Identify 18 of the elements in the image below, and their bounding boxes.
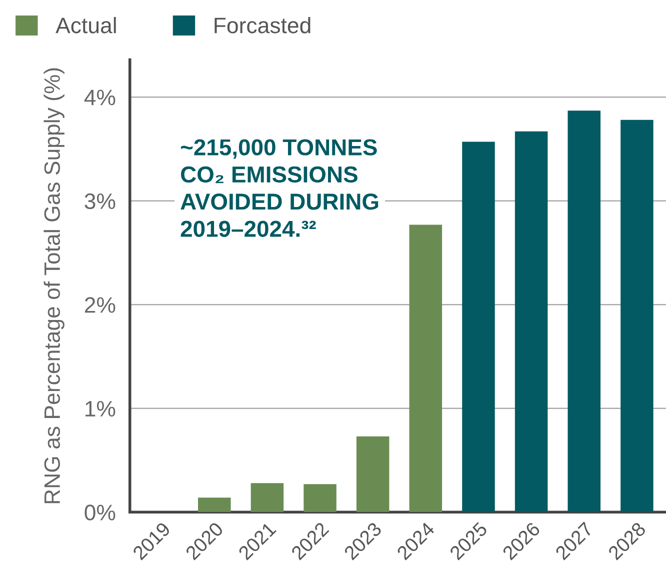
- bar: [250, 483, 284, 512]
- bar: [356, 436, 390, 512]
- y-tick-label: 3%: [84, 193, 116, 210]
- bar: [620, 120, 654, 512]
- y-tick-label: 4%: [84, 90, 116, 106]
- bar: [462, 142, 495, 512]
- y-tick-label: 2%: [84, 297, 116, 313]
- legend-label: Actual: [56, 17, 116, 34]
- bar: [568, 110, 600, 512]
- bar: [304, 484, 336, 512]
- annotation: ~215,000 TONNES CO₂ EMISSIONS AVOIDED DURING 2019–2024.³²: [180, 139, 378, 237]
- y-axis-title: RNG as Percentage of Total Gas Supply (%): [44, 68, 64, 504]
- legend-label: Forcasted: [214, 17, 310, 34]
- bar: [198, 498, 231, 512]
- y-tick-label: 1%: [86, 401, 116, 417]
- y-tick-label: 0%: [84, 504, 116, 520]
- bar: [409, 224, 442, 512]
- bar: [514, 131, 548, 512]
